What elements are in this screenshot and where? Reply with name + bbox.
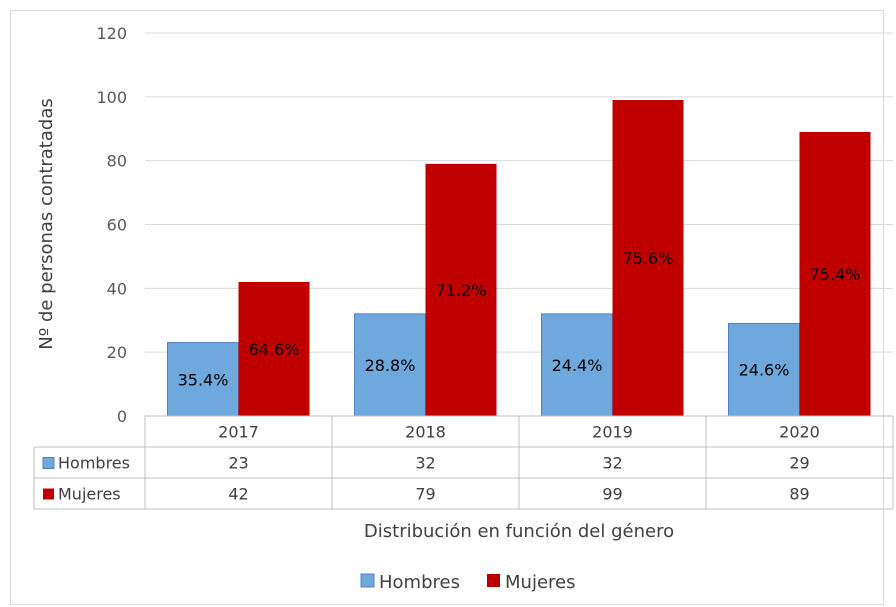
bar-hombres-2020 bbox=[728, 322, 800, 417]
x-tick-label: 2018 bbox=[405, 423, 446, 442]
y-tick-label: 0 bbox=[117, 407, 127, 426]
table-cell: 42 bbox=[228, 485, 248, 504]
y-tick-label: 80 bbox=[107, 152, 127, 171]
table-cell: 99 bbox=[602, 485, 622, 504]
bar-mujeres-2020 bbox=[799, 131, 871, 417]
table-cell: 89 bbox=[789, 485, 809, 504]
bar-mujeres-2019 bbox=[612, 100, 684, 417]
legend: Hombres Mujeres bbox=[360, 572, 575, 593]
data-label: 75.6% bbox=[623, 249, 674, 268]
chart-frame bbox=[10, 10, 884, 605]
table-legend-key bbox=[43, 488, 54, 500]
legend-label: Hombres bbox=[379, 572, 460, 593]
data-label: 64.6% bbox=[249, 340, 300, 359]
x-axis-title: Distribución en función del género bbox=[364, 521, 674, 542]
table-row-label: Mujeres bbox=[58, 485, 121, 504]
table-cell: 23 bbox=[228, 454, 248, 473]
x-tick-label: 2020 bbox=[779, 423, 820, 442]
x-tick-label: 2017 bbox=[218, 423, 259, 442]
y-tick-label: 20 bbox=[107, 343, 127, 362]
table-cell: 32 bbox=[415, 454, 435, 473]
x-tick-label: 2019 bbox=[592, 423, 633, 442]
y-tick-label: 100 bbox=[96, 88, 127, 107]
data-label: 35.4% bbox=[178, 370, 229, 389]
bars bbox=[167, 100, 871, 417]
bar-hombres-2018 bbox=[354, 313, 426, 417]
data-label: 24.6% bbox=[739, 361, 790, 380]
table-cell: 29 bbox=[789, 454, 809, 473]
data-labels: 35.4% 64.6% 28.8% 71.2% 24.4% 75.6% 24.6% 75.4% bbox=[178, 249, 861, 389]
y-tick-label: 120 bbox=[96, 24, 127, 43]
legend-label: Mujeres bbox=[505, 572, 575, 593]
bar-hombres-2019 bbox=[541, 313, 613, 417]
legend-key-mujeres bbox=[487, 574, 500, 587]
y-tick-labels: 0 20 40 60 80 100 120 bbox=[96, 24, 127, 426]
y-tick-label: 40 bbox=[107, 279, 127, 298]
y-tick-label: 60 bbox=[107, 216, 127, 235]
data-label: 75.4% bbox=[810, 265, 861, 284]
data-label: 28.8% bbox=[365, 356, 416, 375]
bar-mujeres-2018 bbox=[425, 163, 497, 416]
table-cell: 79 bbox=[415, 485, 435, 504]
table-legend-key bbox=[42, 457, 55, 469]
y-axis-title: Nº de personas contratadas bbox=[36, 98, 57, 349]
table-row-label: Hombres bbox=[58, 454, 130, 473]
data-label: 71.2% bbox=[436, 281, 487, 300]
table-cell: 32 bbox=[602, 454, 622, 473]
bar-mujeres-2017 bbox=[238, 281, 310, 416]
legend-key-hombres bbox=[360, 573, 375, 588]
data-table: 2017 2018 2019 2020 Hombres 23 32 32 29 Mujeres 42… bbox=[33, 415, 894, 510]
data-label: 24.4% bbox=[552, 356, 603, 375]
